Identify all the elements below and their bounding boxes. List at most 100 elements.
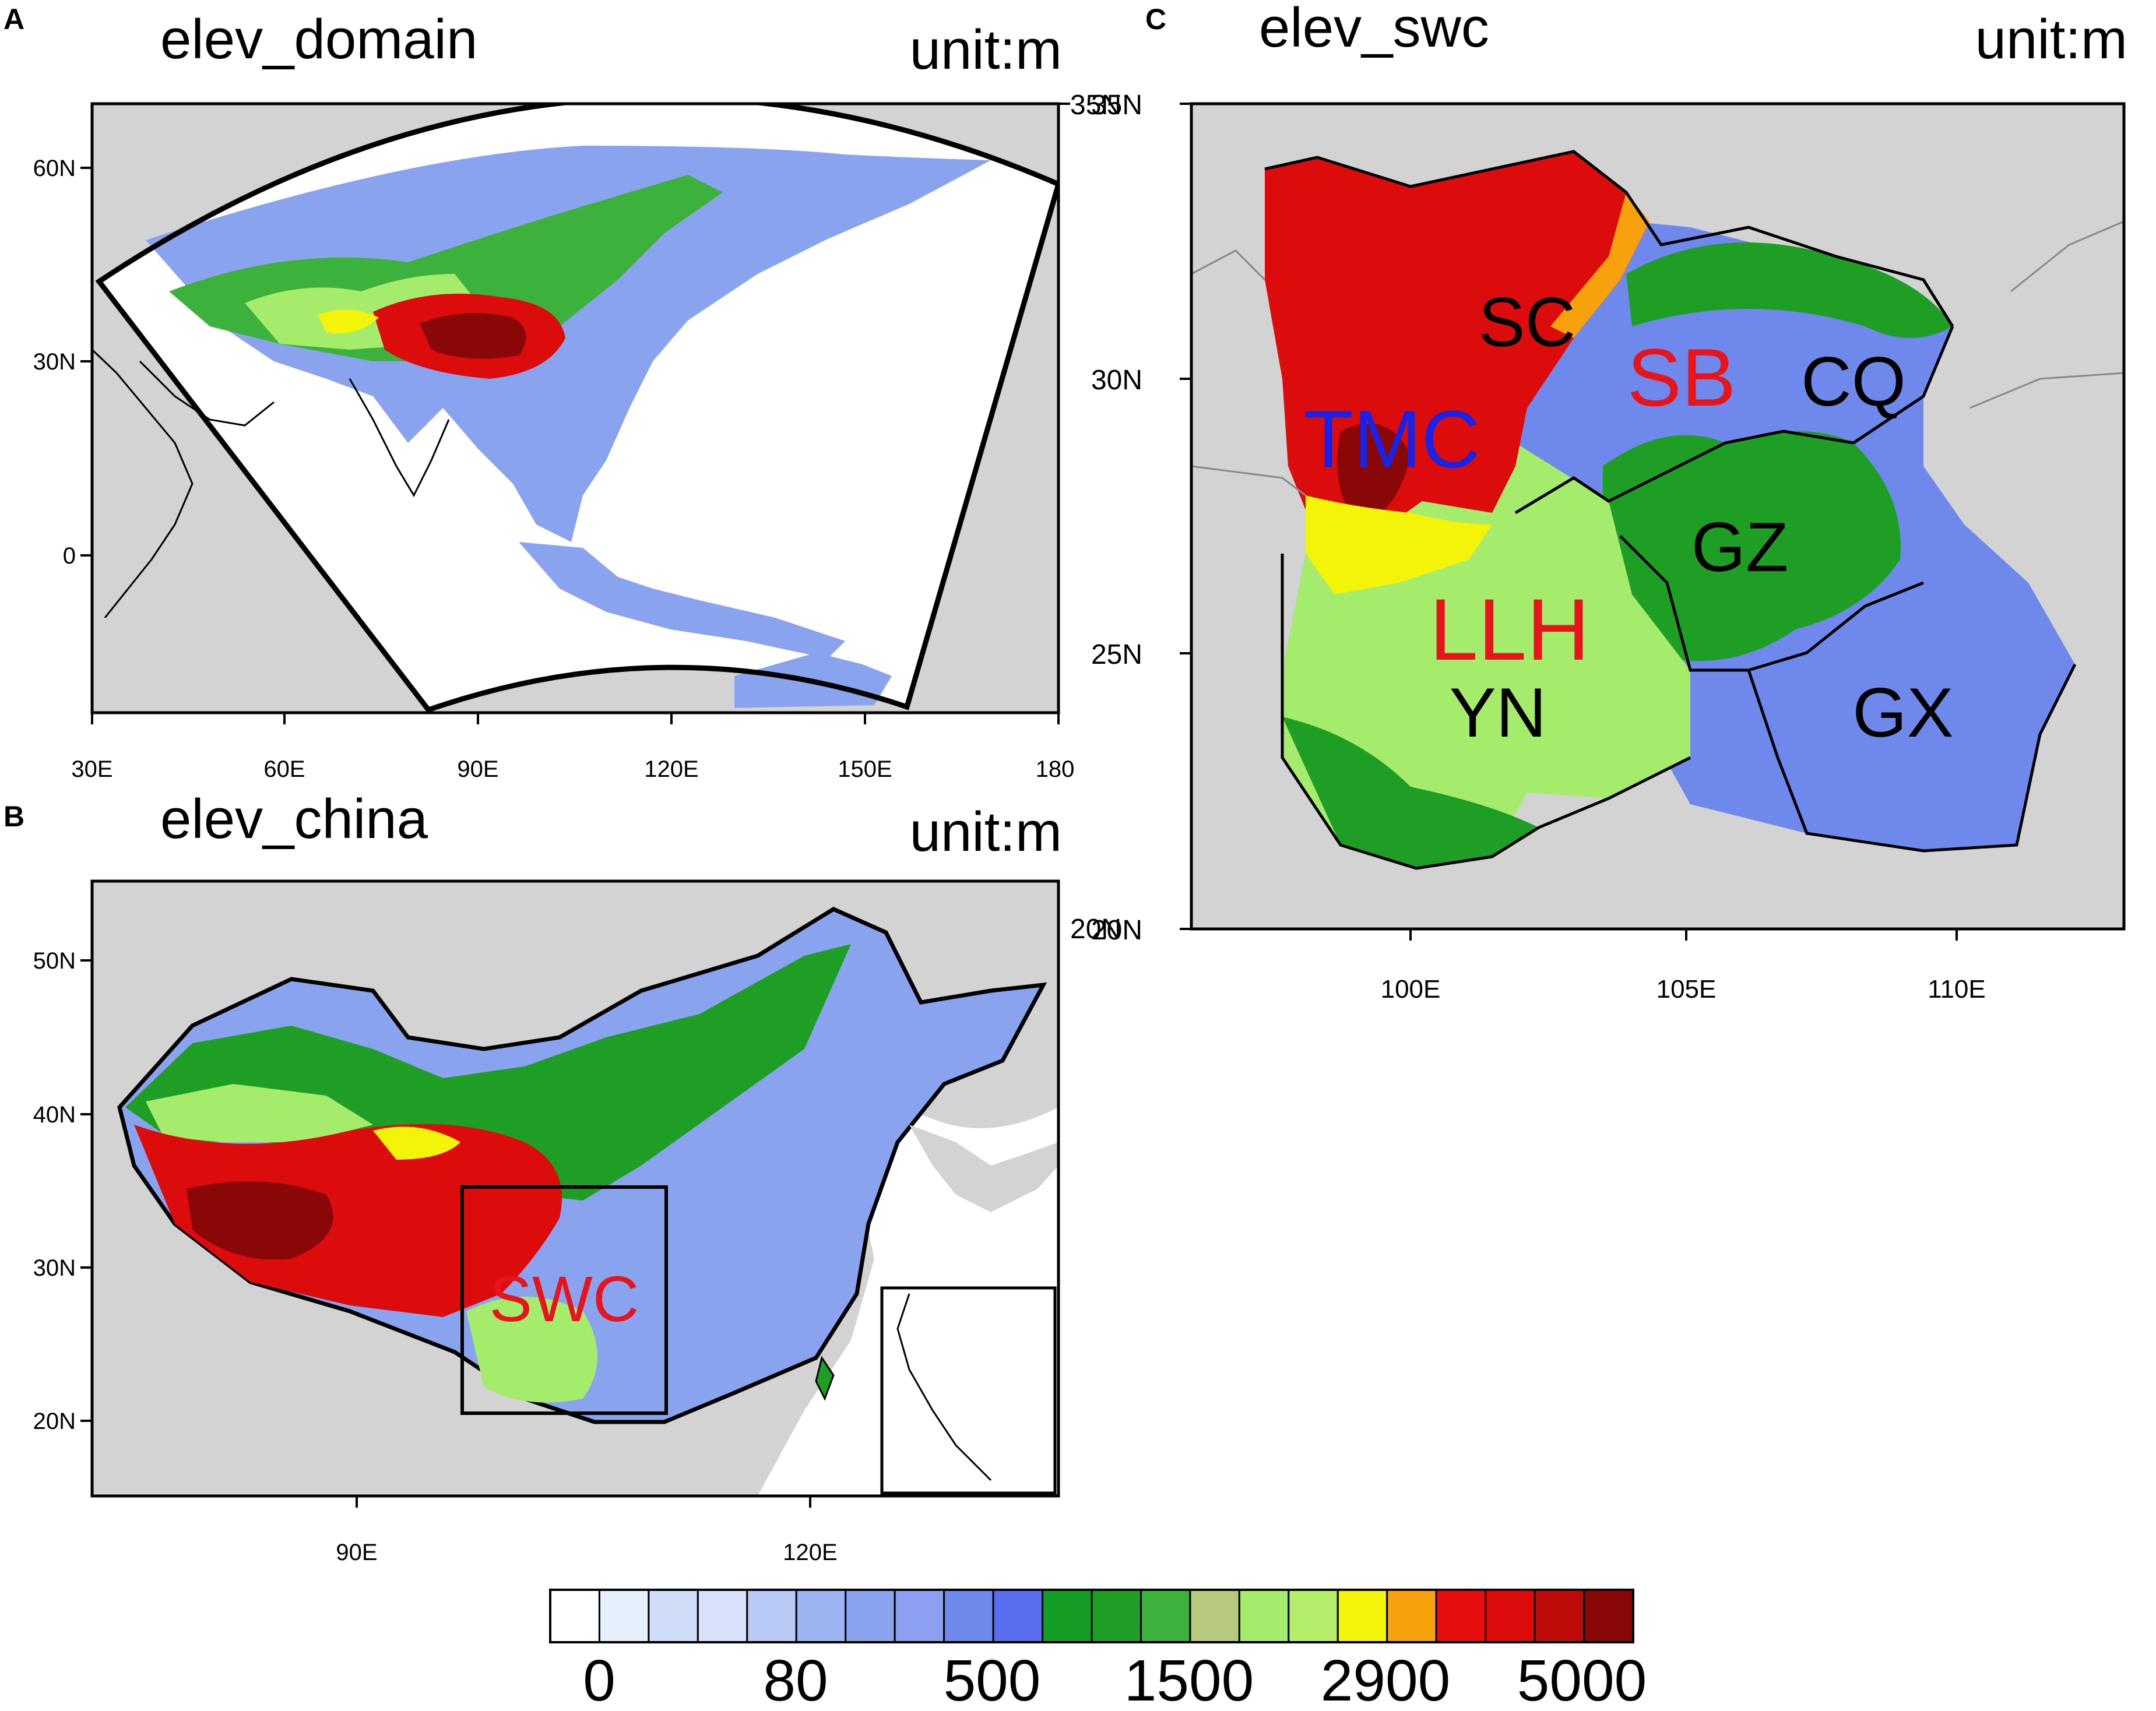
lon-tick-label: 60E bbox=[263, 756, 305, 782]
colorbar-label: 5000 bbox=[1517, 1648, 1647, 1711]
tibetan-peak bbox=[420, 313, 526, 359]
swc-box bbox=[460, 1185, 668, 1415]
swc-box-label: SWC bbox=[490, 1263, 639, 1335]
tarim-highland bbox=[146, 1084, 373, 1142]
colorbar-swatch bbox=[1091, 1589, 1142, 1643]
lat-tick-label: 40N bbox=[33, 1102, 76, 1128]
region-label-sb: SB bbox=[1627, 332, 1736, 423]
lon-tick-label: 120E bbox=[783, 1540, 837, 1565]
panel-c-title: elev_swc bbox=[1259, 0, 1489, 59]
panel-b-frame bbox=[90, 879, 1060, 1498]
colorbar-frame bbox=[549, 1589, 1634, 1643]
tibetan-plateau bbox=[134, 1124, 562, 1317]
colorbar-swatch bbox=[1583, 1589, 1634, 1643]
colorbar-swatch bbox=[943, 1589, 994, 1643]
panel-a-unit: unit:m bbox=[910, 19, 1062, 81]
panel-a-right-label: 35N bbox=[1070, 90, 1121, 121]
region-label-gz: GZ bbox=[1691, 508, 1789, 586]
panel-c-frame bbox=[1190, 102, 2126, 931]
colorbar-swatch bbox=[795, 1589, 847, 1643]
panel-b-unit: unit:m bbox=[910, 801, 1062, 863]
colorbar-swatch bbox=[746, 1589, 797, 1643]
lon-tick-label: 110E bbox=[1928, 975, 1986, 1004]
panel-b: B elev_china unit:m SWC bbox=[3, 788, 1121, 1565]
colorbar-swatch bbox=[992, 1589, 1044, 1643]
lon-tick-label: 100E bbox=[1381, 975, 1441, 1004]
outer-boundaries bbox=[1191, 220, 2124, 497]
colorbar-label: 2900 bbox=[1321, 1648, 1450, 1711]
panel-a-ticks bbox=[80, 103, 1070, 724]
tmc-peak bbox=[1337, 423, 1411, 524]
province-boundaries bbox=[1264, 150, 2077, 870]
tibetan-peak bbox=[187, 1181, 333, 1260]
asia-landmass bbox=[146, 146, 991, 542]
qaidam-snowline bbox=[373, 1126, 460, 1160]
colorbar-swatch bbox=[1386, 1589, 1437, 1643]
domain-outline bbox=[95, 104, 1058, 713]
region-label-gx: GX bbox=[1852, 674, 1953, 752]
region-label-sc: SC bbox=[1479, 283, 1576, 361]
colorbar-swatch bbox=[1139, 1589, 1191, 1643]
tmc-snowline bbox=[1306, 495, 1492, 594]
colorbar-swatch bbox=[1189, 1589, 1240, 1643]
panel-a-map bbox=[92, 104, 1058, 713]
panel-c-map bbox=[1191, 104, 2124, 929]
lat-tick-label: 35N bbox=[1091, 90, 1142, 121]
panel-a: A elev_domain unit:m bbox=[3, 3, 1121, 782]
panel-a-title: elev_domain bbox=[160, 8, 477, 71]
lat-tick-label: 50N bbox=[33, 948, 76, 974]
lon-tick-label: 180 bbox=[1036, 756, 1075, 782]
region-label-yn: YN bbox=[1450, 674, 1547, 752]
panel-b-right-label: 20N bbox=[1070, 914, 1121, 945]
colorbar-swatch bbox=[1288, 1589, 1339, 1643]
africa-coast bbox=[92, 348, 194, 618]
colorbar-swatch bbox=[845, 1589, 896, 1643]
panel-b-ticks bbox=[80, 959, 811, 1508]
panel-b-map: SWC bbox=[92, 881, 1058, 1496]
lon-tick-label: 105E bbox=[1656, 975, 1717, 1004]
colorbar-label: 80 bbox=[763, 1648, 828, 1711]
region-label-cq: CQ bbox=[1801, 343, 1906, 421]
colorbar-label: 500 bbox=[944, 1648, 1041, 1711]
lat-tick-label: 30N bbox=[33, 349, 76, 375]
panel-c-unit: unit:m bbox=[1975, 8, 2127, 71]
region-label-tmc: TMC bbox=[1303, 393, 1480, 485]
panel-c-ticks bbox=[1180, 103, 1958, 941]
lon-tick-label: 30E bbox=[71, 756, 112, 782]
colorbar-swatch bbox=[1238, 1589, 1290, 1643]
panel-a-frame bbox=[90, 102, 1060, 714]
colorbar-swatch bbox=[894, 1589, 945, 1643]
colorbar-swatch bbox=[598, 1589, 650, 1643]
lon-tick-label: 120E bbox=[644, 756, 698, 782]
panel-b-letter: B bbox=[3, 800, 24, 833]
maritime-continent bbox=[519, 542, 845, 659]
colorbar-swatch bbox=[1485, 1589, 1536, 1643]
colorbar-label: 1500 bbox=[1124, 1648, 1254, 1711]
lat-tick-label: 60N bbox=[33, 156, 76, 181]
panel-b-title: elev_china bbox=[160, 788, 428, 850]
colorbar-label: 0 bbox=[583, 1648, 616, 1711]
panel-a-letter: A bbox=[3, 3, 24, 36]
arabia-coast bbox=[139, 360, 275, 427]
yn-south-green bbox=[1282, 717, 1539, 868]
colorbar-swatch bbox=[549, 1589, 600, 1643]
colorbar-swatch bbox=[1534, 1589, 1585, 1643]
panel-c: C elev_swc unit:m bbox=[1091, 0, 2127, 1004]
lon-tick-label: 90E bbox=[336, 1540, 377, 1565]
region-label-llh: LLH bbox=[1429, 580, 1589, 678]
lat-tick-label: 30N bbox=[1091, 365, 1142, 396]
taiwan bbox=[815, 1356, 835, 1401]
gz-green bbox=[1603, 431, 1901, 661]
colorbar-swatch bbox=[1435, 1589, 1487, 1643]
lon-tick-label: 90E bbox=[457, 756, 498, 782]
pamir-snowline bbox=[318, 309, 379, 334]
colorbar-swatch bbox=[1336, 1589, 1388, 1643]
sb-rim-green bbox=[1626, 242, 1953, 338]
lat-tick-label: 20N bbox=[33, 1409, 76, 1434]
colorbar-swatch bbox=[648, 1589, 699, 1643]
colorbar: 0 80 500 1500 2900 5000 bbox=[549, 1589, 1647, 1711]
lon-tick-label: 150E bbox=[838, 756, 892, 782]
colorbar-swatch bbox=[1042, 1589, 1093, 1643]
lat-tick-label: 25N bbox=[1091, 639, 1142, 670]
